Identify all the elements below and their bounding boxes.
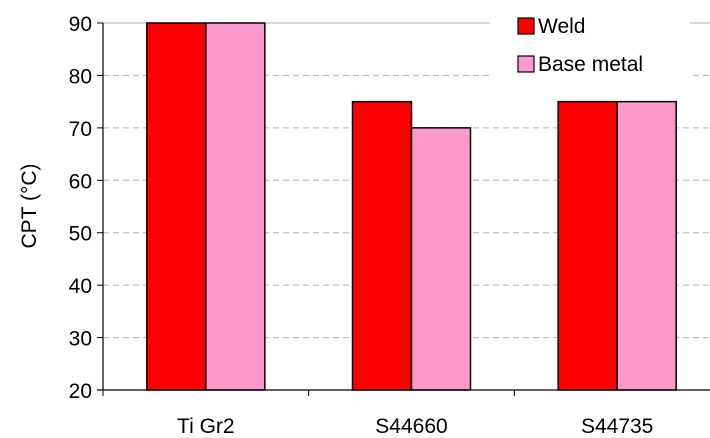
legend-swatch-weld	[517, 17, 535, 35]
x-tick-label: S44735	[581, 415, 653, 438]
y-tick-label: 20	[69, 380, 92, 403]
x-tick-label: Ti Gr2	[177, 415, 235, 438]
bars	[146, 22, 677, 391]
axes	[97, 22, 710, 396]
legend-label: Weld	[538, 15, 585, 38]
y-tick-label: 70	[69, 118, 92, 141]
bar-base-metal-s44735	[616, 100, 677, 391]
y-tick-label: 90	[69, 13, 92, 36]
x-tick-label: S44660	[375, 415, 447, 438]
bar-base-metal-s44660	[410, 127, 472, 391]
y-tick-label: 30	[69, 328, 92, 351]
legend-label: Base metal	[538, 53, 643, 76]
bar-weld-ti-gr2	[146, 22, 207, 391]
y-axis-title: CPT (°C)	[18, 163, 41, 248]
y-tick-label: 60	[69, 170, 92, 193]
bar-weld-s44735	[557, 100, 618, 391]
legend: Weld Base metal	[490, 10, 690, 86]
bar-base-metal-ti-gr2	[205, 22, 266, 391]
legend-swatch-base-metal	[517, 55, 535, 73]
y-tick-label: 40	[69, 275, 92, 298]
y-tick-label: 50	[69, 223, 92, 246]
y-tick-label: 80	[69, 65, 92, 88]
bar-weld-s44660	[351, 100, 413, 391]
tick-labels: 20 30 40 50 60 70 80 90 Ti Gr2 S44660 S44735	[69, 13, 654, 438]
